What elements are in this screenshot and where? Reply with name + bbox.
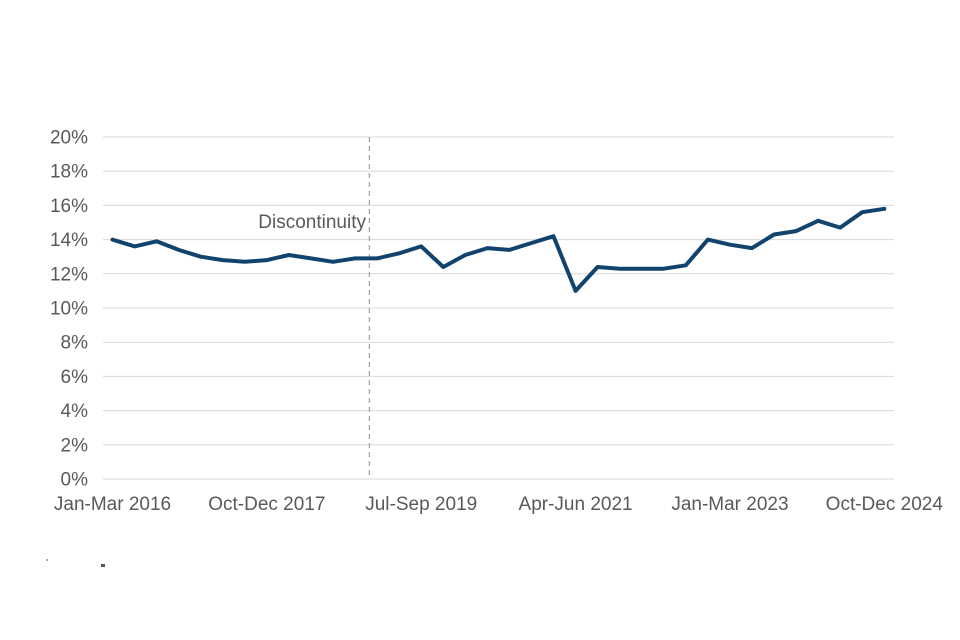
x-axis-tick-label: Jan-Mar 2016 <box>54 494 171 515</box>
x-axis-tick-label: Jan-Mar 2023 <box>671 494 788 515</box>
discontinuity-label: Discontinuity <box>258 212 366 233</box>
y-axis-tick-label: 6% <box>61 367 89 388</box>
y-axis-tick-label: 0% <box>61 470 89 491</box>
y-axis-tick-label: 10% <box>50 299 88 320</box>
x-axis-tick-label: Oct-Dec 2024 <box>826 494 944 515</box>
y-axis-tick-label: 14% <box>50 230 88 251</box>
y-axis-tick-label: 20% <box>50 128 88 149</box>
artifact-speck-icon <box>101 564 105 567</box>
y-axis-tick-label: 8% <box>61 333 89 354</box>
y-axis-tick-label: 12% <box>50 264 88 285</box>
artifact-speck-icon <box>46 559 48 561</box>
data-line <box>110 206 887 293</box>
x-axis-tick-label: Jul-Sep 2019 <box>365 494 477 515</box>
x-axis-tick-label: Oct-Dec 2017 <box>208 494 325 515</box>
y-axis-tick-label: 18% <box>50 162 88 183</box>
y-axis-tick-label: 2% <box>61 435 89 456</box>
y-axis-tick-label: 16% <box>50 196 88 217</box>
x-axis-tick-label: Apr-Jun 2021 <box>519 494 633 515</box>
y-axis-tick-label: 4% <box>61 401 89 422</box>
